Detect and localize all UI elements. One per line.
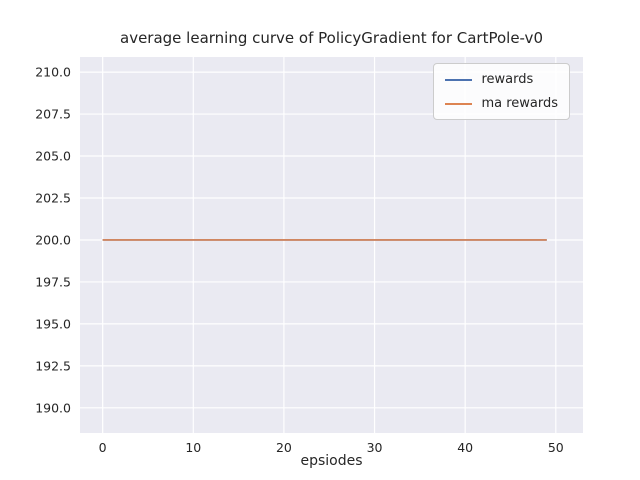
legend-label-ma-rewards: ma rewards: [481, 96, 558, 111]
ma-rewards-line-swatch: [445, 102, 473, 105]
rewards-line-swatch: [445, 78, 473, 81]
x-axis-label: epsiodes: [300, 453, 363, 469]
y-tick-label: 202.5: [35, 191, 71, 206]
legend-label-rewards: rewards: [481, 72, 534, 87]
y-tick-label: 197.5: [35, 274, 71, 289]
y-tick-label: 207.5: [35, 107, 71, 122]
y-tick-label: 205.0: [35, 149, 71, 164]
y-tick-label: 200.0: [35, 232, 71, 247]
legend: rewards ma rewards: [433, 63, 570, 120]
x-tick-label: 20: [276, 440, 292, 455]
x-tick-label: 30: [367, 440, 383, 455]
y-tick-label: 210.0: [35, 65, 71, 80]
x-tick-label: 0: [99, 440, 107, 455]
y-tick-label: 192.5: [35, 358, 71, 373]
chart-title: average learning curve of PolicyGradient…: [120, 29, 543, 47]
y-tick-label: 190.0: [35, 400, 71, 415]
x-tick-label: 10: [185, 440, 201, 455]
legend-item-rewards: rewards: [445, 72, 558, 87]
x-tick-label: 50: [548, 440, 564, 455]
y-tick-label: 195.0: [35, 316, 71, 331]
legend-item-ma-rewards: ma rewards: [445, 96, 558, 111]
x-tick-label: 40: [457, 440, 473, 455]
